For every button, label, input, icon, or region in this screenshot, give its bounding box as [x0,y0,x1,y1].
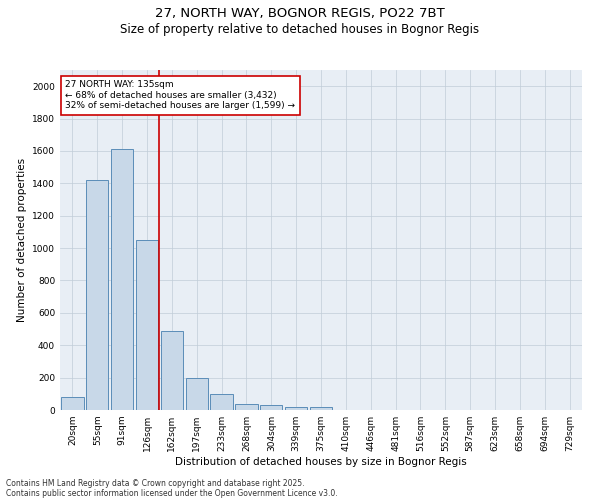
Bar [185,378,208,410]
Text: Contains public sector information licensed under the Open Government Licence v3: Contains public sector information licen… [6,488,338,498]
Bar [111,150,133,410]
Bar [86,180,109,410]
Bar [235,404,257,410]
Bar [211,394,233,410]
X-axis label: Distribution of detached houses by size in Bognor Regis: Distribution of detached houses by size … [175,457,467,467]
Text: 27, NORTH WAY, BOGNOR REGIS, PO22 7BT: 27, NORTH WAY, BOGNOR REGIS, PO22 7BT [155,8,445,20]
Bar [136,240,158,410]
Bar [260,406,283,410]
Text: Contains HM Land Registry data © Crown copyright and database right 2025.: Contains HM Land Registry data © Crown c… [6,478,305,488]
Bar [285,407,307,410]
Bar [161,330,183,410]
Bar [310,407,332,410]
Y-axis label: Number of detached properties: Number of detached properties [17,158,26,322]
Text: Size of property relative to detached houses in Bognor Regis: Size of property relative to detached ho… [121,22,479,36]
Bar [61,397,83,410]
Text: 27 NORTH WAY: 135sqm
← 68% of detached houses are smaller (3,432)
32% of semi-de: 27 NORTH WAY: 135sqm ← 68% of detached h… [65,80,295,110]
